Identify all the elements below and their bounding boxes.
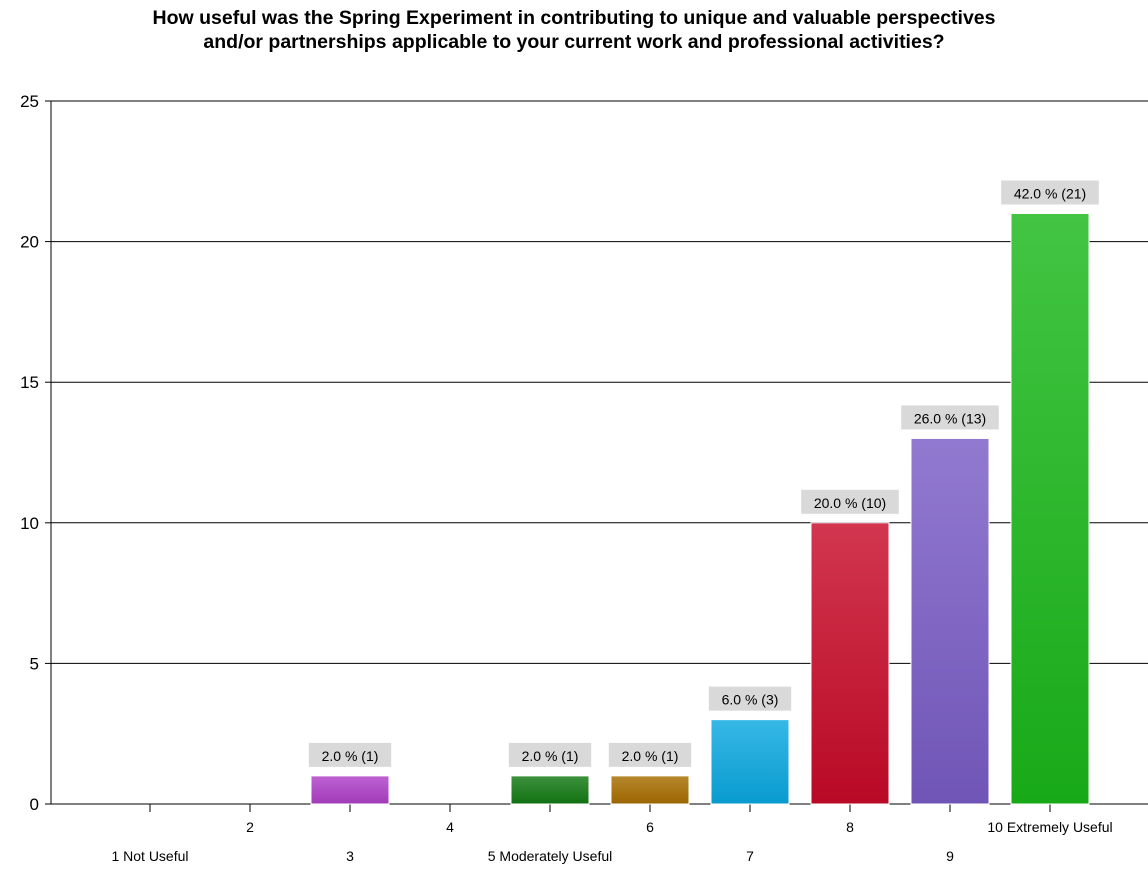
data-label: 2.0 % (1) [522, 748, 579, 764]
data-label-background [901, 405, 999, 430]
data-label: 42.0 % (21) [1014, 185, 1086, 201]
chart-title: How useful was the Spring Experiment in … [0, 6, 1148, 54]
y-tick-label: 25 [20, 92, 39, 111]
x-tick-label: 10 Extremely Useful [987, 819, 1112, 835]
bar [1010, 212, 1090, 805]
data-label-background [801, 489, 899, 514]
y-tick-label: 15 [20, 373, 39, 392]
data-label-background [508, 742, 592, 767]
bar [510, 775, 590, 805]
bars [310, 212, 1090, 805]
y-tick-label: 0 [30, 795, 39, 814]
data-label-background [608, 742, 692, 767]
bar [910, 437, 990, 805]
data-label-background [708, 686, 792, 711]
data-label: 2.0 % (1) [622, 748, 679, 764]
chart-title-line-2: and/or partnerships applicable to your c… [203, 31, 945, 53]
bar [710, 719, 790, 805]
x-tick-label: 1 Not Useful [111, 848, 188, 864]
data-label: 20.0 % (10) [814, 495, 886, 511]
data-label: 26.0 % (13) [914, 410, 986, 426]
axes: 0 5 10 15 20 25 1 Not Useful 2 3 4 5 Moderately Us… [20, 92, 1148, 864]
y-tick-label: 20 [20, 233, 39, 252]
data-labels: 2.0 % (1) 2.0 % (1) 2.0 % (1) 6.0 % (3) 20.0… [308, 180, 1099, 767]
x-tick-label: 6 [646, 819, 654, 835]
y-tick-label: 10 [20, 514, 39, 533]
x-tick-label: 5 Moderately Useful [488, 848, 613, 864]
data-label-background [308, 742, 392, 767]
chart-title-line-1: How useful was the Spring Experiment in … [152, 7, 996, 29]
x-tick-label: 9 [946, 848, 954, 864]
bar [310, 775, 390, 805]
x-tick-label: 2 [246, 819, 254, 835]
x-tick-label: 7 [746, 848, 754, 864]
bar [810, 522, 890, 805]
bar [610, 775, 690, 805]
data-label: 6.0 % (3) [722, 692, 779, 708]
y-tick-label: 5 [30, 654, 39, 673]
x-tick-label: 8 [846, 819, 854, 835]
data-label-background [1001, 180, 1099, 205]
x-tick-label: 3 [346, 848, 354, 864]
x-tick-label: 4 [446, 819, 454, 835]
data-label: 2.0 % (1) [322, 748, 379, 764]
